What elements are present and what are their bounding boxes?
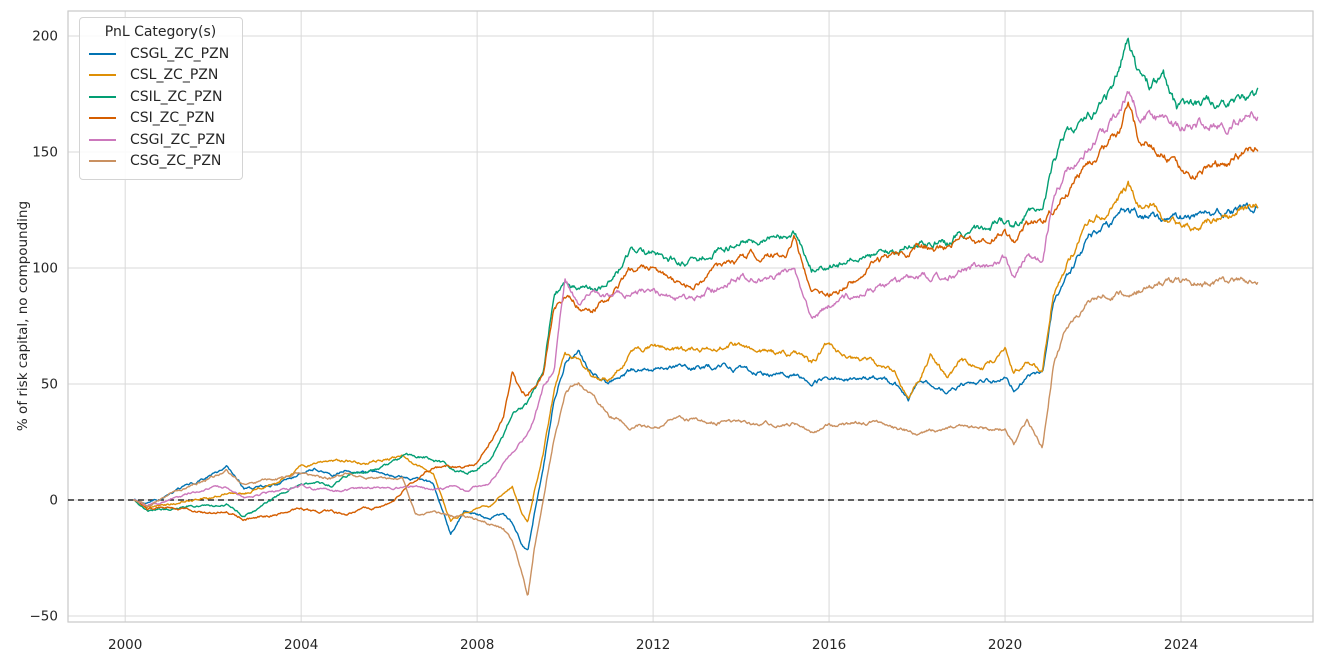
legend-label: CSG_ZC_PZN: [130, 153, 222, 170]
legend-swatch: [89, 117, 116, 120]
series-line-CSGL_ZC_PZN: [133, 202, 1259, 551]
legend: PnL Category(s) CSGL_ZC_PZN CSL_ZC_PZN CSI…: [79, 17, 243, 180]
legend-label: CSIL_ZC_PZN: [130, 88, 223, 105]
series-line-CSGI_ZC_PZN: [133, 91, 1259, 507]
y-axis-label: % of risk capital, no compounding: [15, 200, 31, 432]
y-tick-label: 150: [32, 145, 58, 161]
legend-item-CSGL_ZC_PZN: CSGL_ZC_PZN: [89, 43, 232, 65]
legend-title: PnL Category(s): [104, 24, 217, 40]
x-tick-label: 2004: [284, 637, 318, 653]
x-tick-label: 2012: [636, 637, 670, 653]
legend-item-CSIL_ZC_PZN: CSIL_ZC_PZN: [89, 86, 232, 108]
legend-item-CSG_ZC_PZN: CSG_ZC_PZN: [89, 151, 232, 173]
x-tick-label: 2000: [108, 637, 142, 653]
x-tick-label: 2008: [460, 637, 494, 653]
y-tick-label: 200: [32, 29, 58, 45]
legend-item-CSGI_ZC_PZN: CSGI_ZC_PZN: [89, 129, 232, 151]
legend-swatch: [89, 160, 116, 163]
legend-label: CSI_ZC_PZN: [130, 110, 215, 127]
legend-swatch: [89, 74, 116, 77]
legend-item-CSI_ZC_PZN: CSI_ZC_PZN: [89, 108, 232, 130]
plot-border: [67, 10, 1314, 623]
y-tick-label: 0: [49, 492, 58, 508]
series-line-CSL_ZC_PZN: [133, 180, 1259, 523]
legend-swatch: [89, 138, 116, 141]
y-tick-label: 50: [41, 377, 58, 393]
x-tick-label: 2020: [988, 637, 1022, 653]
legend-label: CSL_ZC_PZN: [130, 67, 219, 84]
legend-items: CSGL_ZC_PZN CSL_ZC_PZN CSIL_ZC_PZN CSI_ZC_P…: [89, 43, 232, 172]
legend-swatch: [89, 95, 116, 98]
series-line-CSG_ZC_PZN: [133, 276, 1259, 596]
legend-label: CSGL_ZC_PZN: [130, 45, 230, 62]
legend-swatch: [89, 52, 116, 55]
legend-label: CSGI_ZC_PZN: [130, 131, 226, 148]
series-line-CSIL_ZC_PZN: [133, 37, 1259, 518]
legend-item-CSL_ZC_PZN: CSL_ZC_PZN: [89, 65, 232, 87]
x-tick-label: 2016: [812, 637, 846, 653]
series-line-CSI_ZC_PZN: [133, 101, 1259, 522]
x-tick-label: 2024: [1164, 637, 1198, 653]
y-tick-label: −50: [30, 608, 59, 624]
y-tick-label: 100: [32, 261, 58, 277]
